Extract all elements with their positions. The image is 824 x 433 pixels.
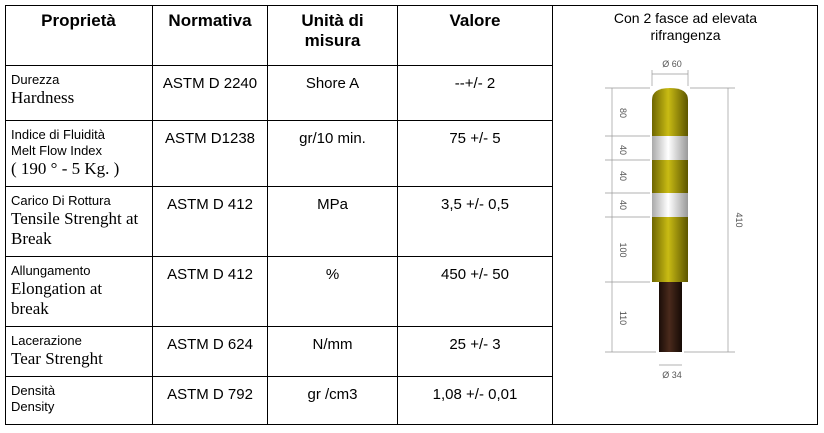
value-cell: 3,5 +/- 0,5 — [398, 187, 553, 257]
property-cell: Densità Density — [5, 377, 153, 425]
unit-cell: % — [268, 257, 398, 327]
dimension-label: 110 — [618, 311, 628, 325]
property-cell: Allungamento Elongation at break — [5, 257, 153, 327]
unit-cell: gr/10 min. — [268, 121, 398, 187]
band — [652, 193, 688, 217]
unit-cell: N/mm — [268, 327, 398, 377]
property-it: Durezza — [11, 72, 60, 87]
figure-cell — [553, 5, 818, 425]
value-cell: 1,08 +/- 0,01 — [398, 377, 553, 425]
unit-cell: gr /cm3 — [268, 377, 398, 425]
property-it: Melt Flow Index — [11, 143, 103, 158]
dimension-lines — [605, 70, 735, 366]
property-cell: Durezza Hardness — [5, 66, 153, 121]
property-cell: Carico Di Rottura Tensile Strenght at Bre… — [5, 187, 153, 257]
figure-caption: Con 2 fasce ad elevata rifrangenza — [613, 10, 758, 43]
property-en: Hardness — [11, 88, 75, 107]
dimension-label: Ø 34 — [662, 370, 682, 380]
property-it: Indice di Fluidità — [11, 127, 105, 142]
value-cell: --+/- 2 — [398, 66, 553, 121]
post — [659, 280, 682, 352]
standard-cell: ASTM D 624 — [153, 327, 268, 377]
dimension-label: 410 — [734, 212, 744, 227]
property-cell: Lacerazione Tear Strenght — [5, 327, 153, 377]
header-cell: Valore — [398, 5, 553, 66]
unit-cell: MPa — [268, 187, 398, 257]
value-cell: 75 +/- 5 — [398, 121, 553, 187]
property-en: Tear Strenght — [11, 349, 103, 368]
property-it: Allungamento — [11, 263, 91, 278]
standard-cell: ASTM D 2240 — [153, 66, 268, 121]
standard-cell: ASTM D 412 — [153, 187, 268, 257]
dimension-label: 40 — [618, 200, 628, 210]
property-en: Elongation at break — [11, 279, 103, 318]
standard-cell: ASTM D 792 — [153, 377, 268, 425]
dimension-label: Ø 60 — [662, 59, 682, 69]
property-it: Carico Di Rottura — [11, 193, 111, 208]
header-cell: Proprietà — [5, 5, 153, 66]
dimension-label: 40 — [618, 145, 628, 155]
property-it: Lacerazione — [11, 333, 82, 348]
property-en: Tensile Strenght at Break — [11, 209, 139, 248]
band — [652, 136, 688, 160]
property-it: Density — [11, 399, 55, 414]
standard-cell: ASTM D1238 — [153, 121, 268, 187]
property-en: ( 190 ° - 5 Kg. ) — [11, 159, 120, 178]
dimension-label: 40 — [618, 171, 628, 181]
property-cell: Indice di Fluidità Melt Flow Index( 190 °… — [5, 121, 153, 187]
value-cell: 25 +/- 3 — [398, 327, 553, 377]
value-cell: 450 +/- 50 — [398, 257, 553, 327]
standard-cell: ASTM D 412 — [153, 257, 268, 327]
dimension-label: 100 — [618, 242, 628, 257]
table-frame — [5, 5, 818, 425]
property-it: Densità — [11, 383, 56, 398]
header-cell: Normativa — [153, 5, 268, 66]
body — [652, 88, 688, 282]
header-cell: Unità di misura — [268, 5, 398, 66]
unit-cell: Shore A — [268, 66, 398, 121]
dimension-label: 80 — [618, 108, 628, 118]
